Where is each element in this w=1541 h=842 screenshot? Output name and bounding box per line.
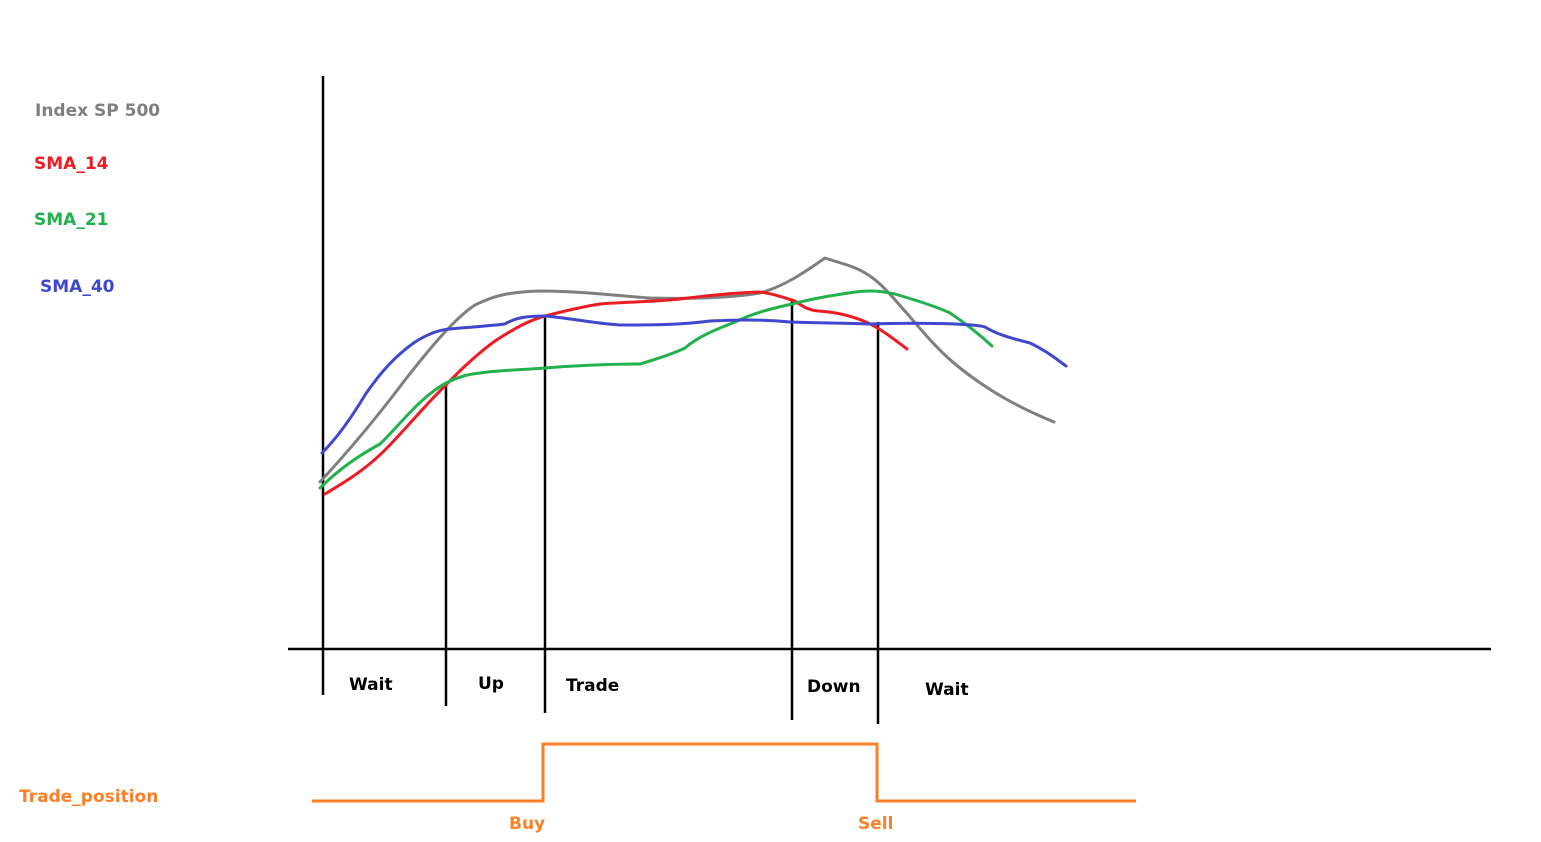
phase-label-trade: Trade — [566, 676, 619, 696]
phase-label-down: Down — [807, 677, 861, 697]
phase-label-up: Up — [478, 674, 504, 694]
legend-sma-40: SMA_40 — [40, 277, 115, 297]
sma-21-line — [318, 289, 994, 490]
legend-sma-14: SMA_14 — [34, 154, 109, 174]
trade-position-line — [312, 742, 1136, 803]
index-sp500-line — [318, 256, 1056, 484]
sma-40-line — [320, 314, 1068, 455]
phase-label-wait-end: Wait — [925, 680, 969, 700]
trade-position-label: Trade_position — [19, 787, 158, 807]
legend-index-sp500: Index SP 500 — [35, 101, 160, 121]
sell-label: Sell — [858, 814, 893, 834]
legend-sma-21: SMA_21 — [34, 210, 108, 230]
phase-label-wait-start: Wait — [349, 675, 393, 695]
buy-label: Buy — [509, 814, 545, 834]
sma-14-line — [323, 290, 909, 496]
